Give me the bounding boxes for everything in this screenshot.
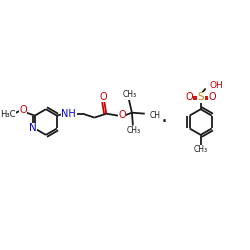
Text: CH₃: CH₃ bbox=[127, 126, 141, 135]
Text: CH₃: CH₃ bbox=[150, 111, 164, 120]
Text: O: O bbox=[118, 110, 126, 120]
Text: NH: NH bbox=[62, 109, 76, 119]
Text: OH: OH bbox=[210, 81, 223, 90]
Text: CH₃: CH₃ bbox=[194, 145, 208, 154]
Text: H₃C: H₃C bbox=[0, 110, 16, 119]
Text: O: O bbox=[185, 92, 193, 102]
Text: CH₃: CH₃ bbox=[123, 90, 137, 100]
Text: S: S bbox=[198, 92, 204, 102]
Text: N: N bbox=[29, 124, 37, 134]
Text: O: O bbox=[209, 92, 216, 102]
Text: ·: · bbox=[161, 112, 168, 132]
Text: O: O bbox=[100, 92, 107, 102]
Text: O: O bbox=[19, 105, 27, 115]
